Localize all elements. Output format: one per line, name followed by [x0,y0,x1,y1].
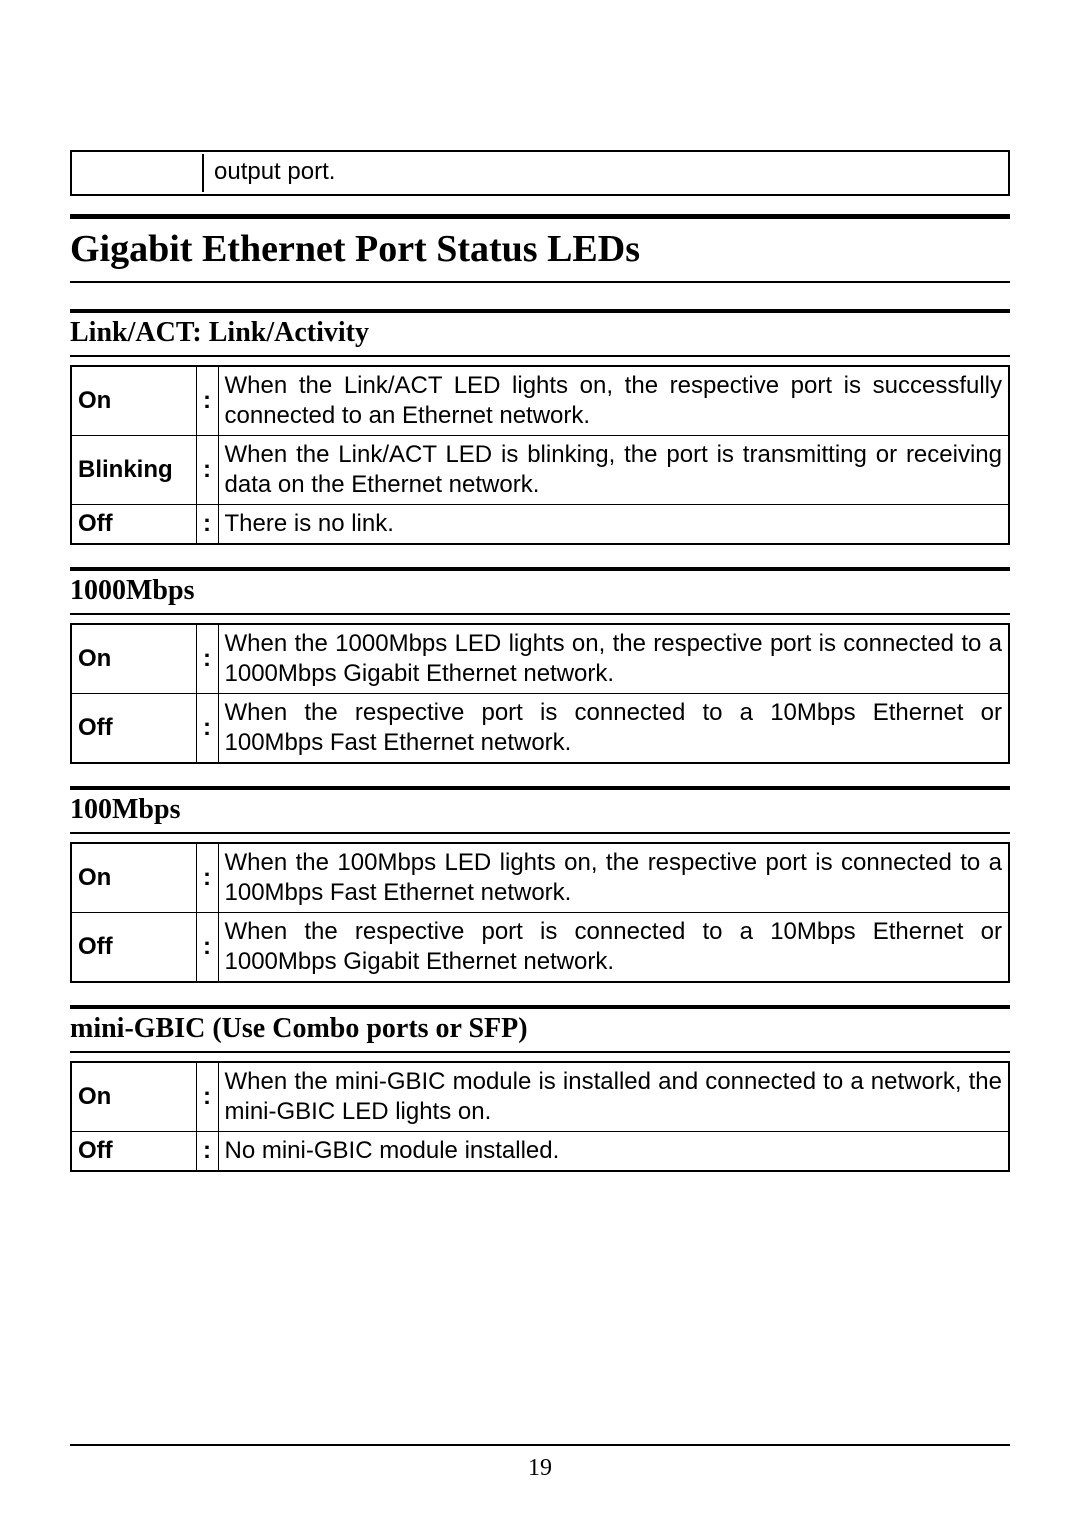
desc-cell: When the Link/ACT LED lights on, the res… [218,366,1009,436]
table-row: On : When the 100Mbps LED lights on, the… [71,843,1009,913]
main-heading: Gigabit Ethernet Port Status LEDs [70,227,1010,271]
desc-cell: When the 1000Mbps LED lights on, the res… [218,624,1009,694]
desc-cell: When the Link/ACT LED is blinking, the p… [218,436,1009,505]
table-row: On : When the mini-GBIC module is instal… [71,1062,1009,1132]
led-table-1000mbps: On : When the 1000Mbps LED lights on, th… [70,623,1010,764]
section-heading: Link/ACT: Link/Activity [70,317,1010,349]
top-remnant-text: output port. [206,154,1006,192]
colon-cell: : [196,843,218,913]
state-cell: Off [71,505,196,545]
section-heading-container: Link/ACT: Link/Activity [70,309,1010,357]
footer-rule [70,1444,1010,1446]
desc-cell: No mini-GBIC module installed. [218,1132,1009,1172]
desc-cell: There is no link. [218,505,1009,545]
colon-cell: : [196,505,218,545]
colon-cell: : [196,1062,218,1132]
state-cell: On [71,1062,196,1132]
desc-cell: When the respective port is connected to… [218,913,1009,983]
colon-cell: : [196,1132,218,1172]
state-cell: Blinking [71,436,196,505]
top-remnant-table: output port. [70,150,1010,196]
colon-cell: : [196,366,218,436]
page-number: 19 [0,1455,1080,1482]
colon-cell: : [196,624,218,694]
colon-cell: : [196,913,218,983]
table-row: On : When the 1000Mbps LED lights on, th… [71,624,1009,694]
led-table-minigbic: On : When the mini-GBIC module is instal… [70,1061,1010,1172]
led-table-linkact: On : When the Link/ACT LED lights on, th… [70,365,1010,545]
desc-cell: When the respective port is connected to… [218,694,1009,764]
state-cell: Off [71,694,196,764]
section-heading: 100Mbps [70,794,1010,826]
document-page: output port. Gigabit Ethernet Port Statu… [0,0,1080,1526]
main-heading-container: Gigabit Ethernet Port Status LEDs [70,214,1010,283]
section-heading-container: 1000Mbps [70,567,1010,615]
section-heading: mini-GBIC (Use Combo ports or SFP) [70,1013,1010,1045]
table-row: On : When the Link/ACT LED lights on, th… [71,366,1009,436]
state-cell: Off [71,913,196,983]
table-row: Off : There is no link. [71,505,1009,545]
table-row: Off : When the respective port is connec… [71,913,1009,983]
table-row: Off : No mini-GBIC module installed. [71,1132,1009,1172]
section-heading: 1000Mbps [70,575,1010,607]
desc-cell: When the mini-GBIC module is installed a… [218,1062,1009,1132]
state-cell: On [71,366,196,436]
state-cell: Off [71,1132,196,1172]
section-heading-container: mini-GBIC (Use Combo ports or SFP) [70,1005,1010,1053]
desc-cell: When the 100Mbps LED lights on, the resp… [218,843,1009,913]
table-row: Blinking : When the Link/ACT LED is blin… [71,436,1009,505]
state-cell: On [71,843,196,913]
section-heading-container: 100Mbps [70,786,1010,834]
colon-cell: : [196,436,218,505]
table-row: Off : When the respective port is connec… [71,694,1009,764]
colon-cell: : [196,694,218,764]
top-remnant-empty-cell [74,154,204,192]
led-table-100mbps: On : When the 100Mbps LED lights on, the… [70,842,1010,983]
state-cell: On [71,624,196,694]
